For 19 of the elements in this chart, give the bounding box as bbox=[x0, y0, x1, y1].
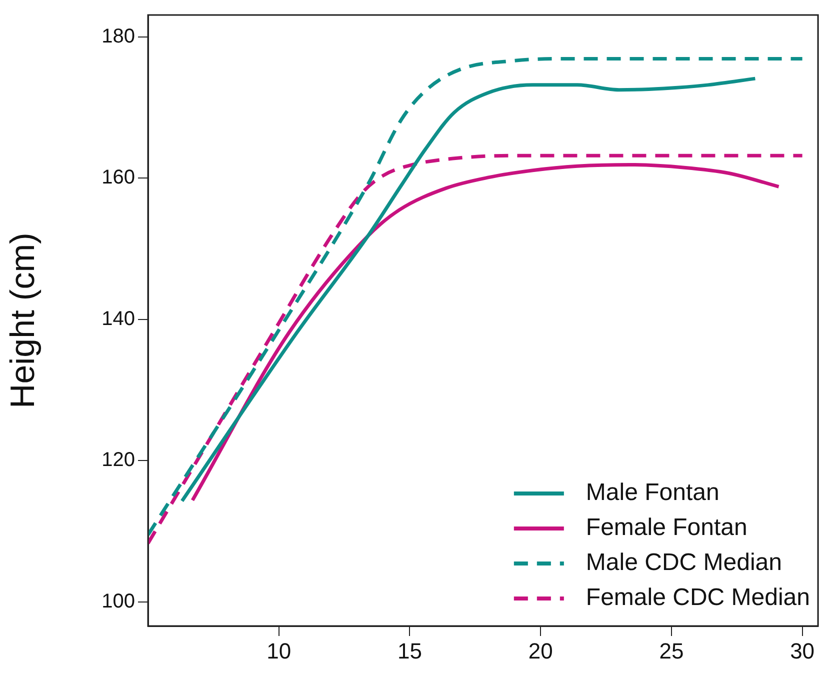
line-series bbox=[148, 57, 804, 537]
x-tick-label: 15 bbox=[397, 638, 422, 664]
legend-label: Male Fontan bbox=[586, 479, 720, 506]
y-tick-label: 100 bbox=[102, 590, 135, 612]
x-tick-label: 10 bbox=[266, 638, 292, 664]
legend-label: Female CDC Median bbox=[586, 584, 810, 612]
y-tick-label: 140 bbox=[102, 308, 135, 330]
y-tick-label: 160 bbox=[102, 166, 135, 189]
x-tick-label: 30 bbox=[790, 638, 815, 664]
legend-label: Male CDC Median bbox=[586, 549, 782, 576]
y-tick-label: 120 bbox=[102, 449, 135, 472]
line-series bbox=[180, 76, 757, 503]
line-series bbox=[190, 163, 780, 502]
x-tick-label: 25 bbox=[659, 638, 684, 664]
x-tick-label: 20 bbox=[528, 638, 553, 664]
legend-label: Female Fontan bbox=[586, 514, 748, 542]
line-series bbox=[148, 154, 804, 546]
y-axis-title: Height (cm) bbox=[4, 232, 42, 408]
y-tick-label: 180 bbox=[102, 25, 135, 48]
